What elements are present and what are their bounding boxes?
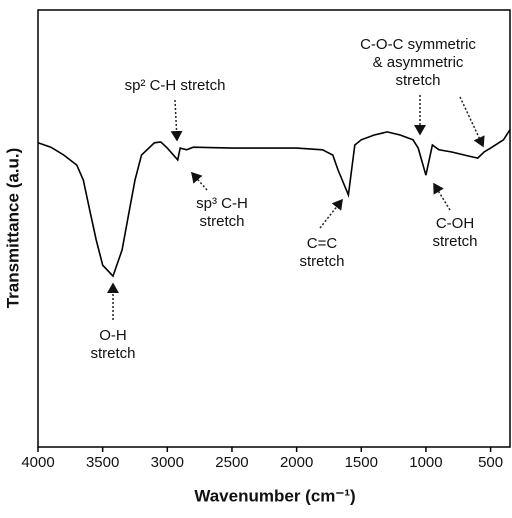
x-tick-label: 3000 — [151, 454, 184, 471]
annotation: stretch — [90, 345, 135, 362]
plot-frame — [37, 9, 511, 448]
spectrum-line — [37, 129, 511, 278]
annotation-arrow — [319, 198, 343, 229]
annotation: sp² C-H stretch — [125, 77, 226, 94]
annotation: stretch — [299, 253, 344, 270]
x-axis-title: Wavenumber (cm⁻¹) — [194, 486, 355, 505]
annotation: & asymmetric — [373, 54, 464, 71]
annotation-arrow — [459, 96, 485, 148]
x-tick-label: 2000 — [280, 454, 313, 471]
annotation: stretch — [432, 233, 477, 250]
annotation-arrow — [170, 99, 183, 142]
x-tick-label: 3500 — [86, 454, 119, 471]
x-tick-label: 500 — [478, 454, 503, 471]
annotation: sp³ C-H — [196, 195, 248, 212]
annotation: stretch — [199, 213, 244, 230]
x-tick-label: 1500 — [345, 454, 378, 471]
y-axis-title: Transmittance (a.u.) — [3, 148, 22, 309]
x-tick-label: 1000 — [409, 454, 442, 471]
annotation: C=C — [307, 235, 338, 252]
annotation-arrow — [433, 182, 451, 211]
annotation-arrow — [191, 171, 208, 191]
x-tick-label: 2500 — [215, 454, 248, 471]
annotation: C-O-C symmetric — [360, 36, 476, 53]
annotation: O-H — [99, 327, 127, 344]
annotation: C-OH — [436, 215, 474, 232]
x-tick-label: 4000 — [21, 454, 54, 471]
annotation: stretch — [395, 72, 440, 89]
